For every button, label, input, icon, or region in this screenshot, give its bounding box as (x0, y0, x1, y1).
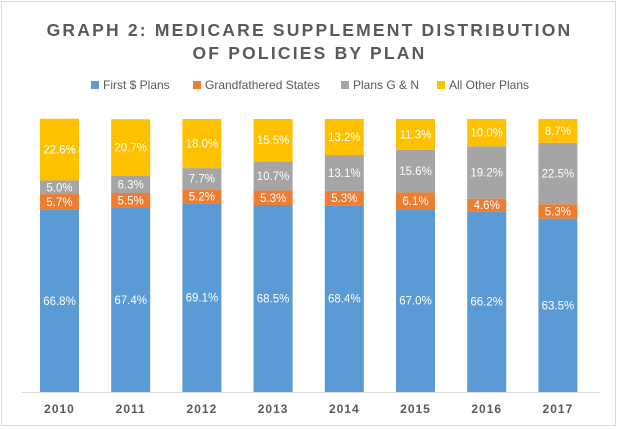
legend-label-first-plans: First $ Plans (103, 78, 170, 92)
data-label-grandfathered-states-2014: 5.3% (331, 193, 357, 205)
bar-segment-first-plans-2015 (396, 209, 435, 392)
data-label-first-plans-2014: 68.4% (328, 294, 361, 306)
data-label-first-plans-2017: 63.5% (542, 300, 575, 312)
bar-segment-grandfathered-states-2010 (40, 194, 79, 210)
data-label-all-other-plans-2010: 22.6% (43, 145, 76, 157)
data-label-plans-g-n-2014: 13.1% (328, 168, 361, 180)
bar-segment-grandfathered-states-2013 (253, 190, 293, 205)
x-tick-label-2015: 2015 (400, 402, 431, 416)
bar-segment-plans-g-n-2011 (111, 175, 151, 193)
legend-label-all-other-plans: All Other Plans (449, 78, 529, 92)
data-label-grandfathered-states-2016: 4.6% (474, 200, 500, 212)
data-label-grandfathered-states-2017: 5.3% (545, 206, 571, 218)
legend-label-plans-g-n: Plans G & N (353, 78, 419, 92)
data-label-all-other-plans-2015: 11.3% (400, 129, 432, 141)
bar-segment-all-other-plans-2013 (253, 119, 293, 162)
bar-segment-all-other-plans-2010 (40, 118, 79, 181)
data-label-plans-g-n-2017: 22.5% (542, 168, 575, 180)
bar-segment-grandfathered-states-2015 (396, 192, 435, 210)
bar-segment-all-other-plans-2011 (111, 119, 151, 176)
bar-segment-plans-g-n-2013 (253, 161, 293, 191)
data-label-all-other-plans-2011: 20.7% (114, 143, 147, 155)
bar-segment-first-plans-2014 (324, 205, 364, 392)
bar-segment-plans-g-n-2012 (182, 168, 222, 190)
bar-segment-first-plans-2010 (40, 209, 79, 392)
data-label-plans-g-n-2012: 7.7% (189, 174, 215, 186)
data-label-plans-g-n-2015: 15.6% (399, 166, 432, 178)
data-label-grandfathered-states-2013: 5.3% (260, 193, 286, 205)
x-tick-label-2012: 2012 (187, 402, 218, 416)
chart-title-line-2: OF POLICIES BY PLAN (192, 43, 427, 63)
data-label-all-other-plans-2014: 13.2% (328, 132, 361, 144)
data-label-grandfathered-states-2012: 5.2% (189, 191, 215, 203)
data-label-first-plans-2011: 67.4% (114, 295, 147, 307)
x-tick-label-2010: 2010 (44, 402, 75, 416)
data-label-all-other-plans-2013: 15.5% (257, 135, 290, 147)
data-label-plans-g-n-2010: 5.0% (46, 182, 72, 194)
data-label-all-other-plans-2012: 18.0% (186, 139, 219, 151)
x-tick-label-2013: 2013 (258, 402, 289, 416)
bar-segment-plans-g-n-2010 (40, 180, 79, 195)
legend-swatch-first-plans (91, 81, 99, 89)
x-tick-label-2016: 2016 (471, 402, 502, 416)
data-label-first-plans-2013: 68.5% (257, 293, 290, 305)
bar-segment-grandfathered-states-2016 (467, 198, 507, 212)
bar-segment-grandfathered-states-2011 (111, 192, 151, 208)
bar-segment-first-plans-2012 (182, 203, 222, 392)
bar-segment-first-plans-2016 (467, 211, 507, 392)
bar-segment-grandfathered-states-2017 (538, 204, 578, 219)
bar-segment-plans-g-n-2015 (396, 149, 435, 193)
data-label-first-plans-2016: 66.2% (470, 297, 503, 309)
legend-swatch-plans-g-n (341, 81, 349, 89)
x-tick-label-2014: 2014 (329, 402, 360, 416)
data-label-all-other-plans-2017: 8.7% (545, 126, 571, 138)
data-label-grandfathered-states-2010: 5.7% (46, 197, 72, 209)
bar-segment-plans-g-n-2016 (467, 146, 507, 199)
legend-swatch-all-other-plans (437, 81, 445, 89)
data-label-first-plans-2012: 69.1% (186, 293, 219, 305)
data-label-all-other-plans-2016: 10.0% (470, 128, 503, 140)
data-label-plans-g-n-2011: 6.3% (118, 179, 144, 191)
bar-segment-all-other-plans-2016 (467, 119, 507, 147)
bar-segment-first-plans-2013 (253, 204, 293, 392)
bar-segment-plans-g-n-2014 (324, 155, 364, 191)
legend-swatch-grandfathered-states (193, 81, 201, 89)
chart-title-line-1: GRAPH 2: MEDICARE SUPPLEMENT DISTRIBUTIO… (46, 20, 573, 40)
legend-label-grandfathered-states: Grandfathered States (205, 78, 320, 92)
data-label-first-plans-2015: 67.0% (399, 296, 432, 308)
x-tick-label-2017: 2017 (543, 402, 574, 416)
bar-segment-grandfathered-states-2012 (182, 189, 222, 204)
bar-segment-all-other-plans-2014 (324, 119, 364, 156)
bar-segment-grandfathered-states-2014 (324, 190, 364, 206)
data-label-grandfathered-states-2015: 6.1% (402, 196, 428, 208)
data-label-plans-g-n-2016: 19.2% (470, 168, 503, 180)
data-label-first-plans-2010: 66.8% (43, 296, 76, 308)
bar-segment-first-plans-2017 (538, 218, 578, 392)
x-tick-label-2011: 2011 (116, 402, 146, 416)
data-label-plans-g-n-2013: 10.7% (257, 171, 290, 183)
bar-segment-plans-g-n-2017 (538, 142, 578, 205)
bar-segment-all-other-plans-2012 (182, 119, 222, 169)
bar-segment-first-plans-2011 (111, 207, 151, 392)
bar-segment-all-other-plans-2017 (538, 119, 578, 143)
data-label-grandfathered-states-2011: 5.5% (118, 195, 144, 207)
bar-segment-all-other-plans-2015 (396, 119, 435, 150)
